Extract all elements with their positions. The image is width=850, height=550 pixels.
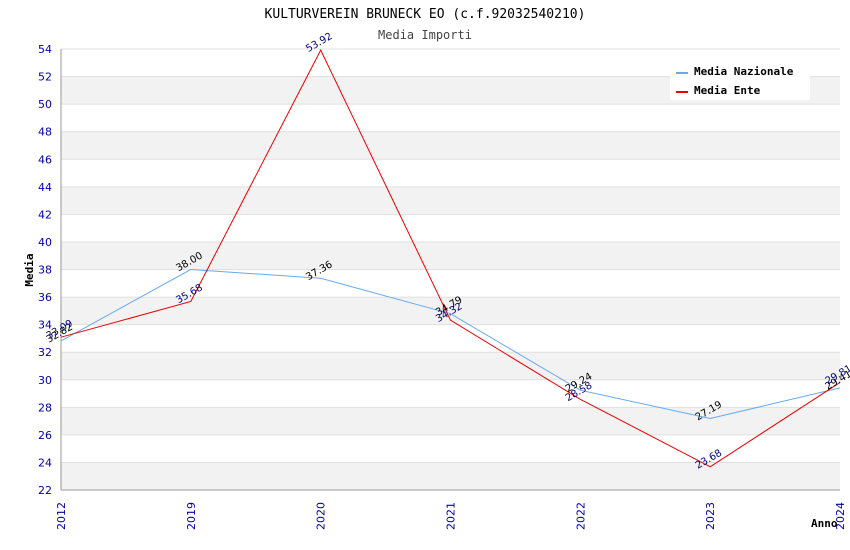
chart-title: KULTURVEREIN BRUNECK EO (c.f.92032540210… xyxy=(265,7,586,22)
series-lines xyxy=(60,48,841,468)
x-tick-label: 2022 xyxy=(574,502,587,530)
y-tick-label: 28 xyxy=(38,401,52,414)
y-tick-label: 38 xyxy=(38,264,52,277)
y-tick-label: 46 xyxy=(38,153,52,166)
plot-band xyxy=(61,434,840,463)
x-axis-ticks: 2012 2019 2020 2021 2022 2023 2024 xyxy=(55,502,847,530)
x-tick-label: 2020 xyxy=(315,502,328,530)
plot-band xyxy=(61,352,840,380)
y-tick-label: 40 xyxy=(38,236,52,249)
y-tick-label: 22 xyxy=(38,484,52,497)
plot-band xyxy=(61,324,840,353)
plot-band xyxy=(61,186,840,215)
plot-band xyxy=(61,269,840,298)
chart-subtitle: Media Importi xyxy=(378,28,472,42)
y-tick-label: 48 xyxy=(38,126,52,139)
legend: Media Nazionale Media Ente xyxy=(670,60,810,100)
series-line-media-ente xyxy=(60,48,841,468)
plot-band xyxy=(61,379,840,408)
plot-background-bands xyxy=(61,49,840,490)
x-tick-label: 2023 xyxy=(704,502,717,530)
y-tick-label: 30 xyxy=(38,374,52,387)
y-tick-label: 36 xyxy=(38,291,52,304)
plot-band xyxy=(61,159,840,187)
y-tick-label: 50 xyxy=(38,98,52,111)
legend-box xyxy=(670,60,810,100)
x-tick-label: 2021 xyxy=(445,502,458,530)
series-line-media-nazionale xyxy=(60,268,841,420)
x-tick-label: 2024 xyxy=(834,502,847,530)
plot-band xyxy=(61,104,840,132)
x-axis-label: Anno xyxy=(811,517,838,530)
y-tick-label: 32 xyxy=(38,346,52,359)
y-axis-ticks: 22 24 26 28 30 32 34 36 38 40 42 44 46 48 50 52 54 xyxy=(38,43,52,497)
y-tick-label: 44 xyxy=(38,181,52,194)
x-tick-label: 2012 xyxy=(55,502,68,530)
plot-band xyxy=(61,131,840,160)
y-tick-label: 34 xyxy=(38,319,52,332)
y-tick-label: 26 xyxy=(38,429,52,442)
plot-band xyxy=(61,214,840,242)
y-tick-label: 24 xyxy=(38,456,52,469)
y-axis-label: Media xyxy=(23,253,36,286)
x-tick-label: 2019 xyxy=(185,502,198,530)
plot-band xyxy=(61,241,840,270)
y-tick-label: 52 xyxy=(38,71,52,84)
legend-label-media-ente: Media Ente xyxy=(694,84,761,97)
plot-band xyxy=(61,462,840,490)
plot-band xyxy=(61,407,840,435)
y-tick-label: 54 xyxy=(38,43,52,56)
y-tick-label: 42 xyxy=(38,208,52,221)
legend-label-media-nazionale: Media Nazionale xyxy=(694,65,794,78)
